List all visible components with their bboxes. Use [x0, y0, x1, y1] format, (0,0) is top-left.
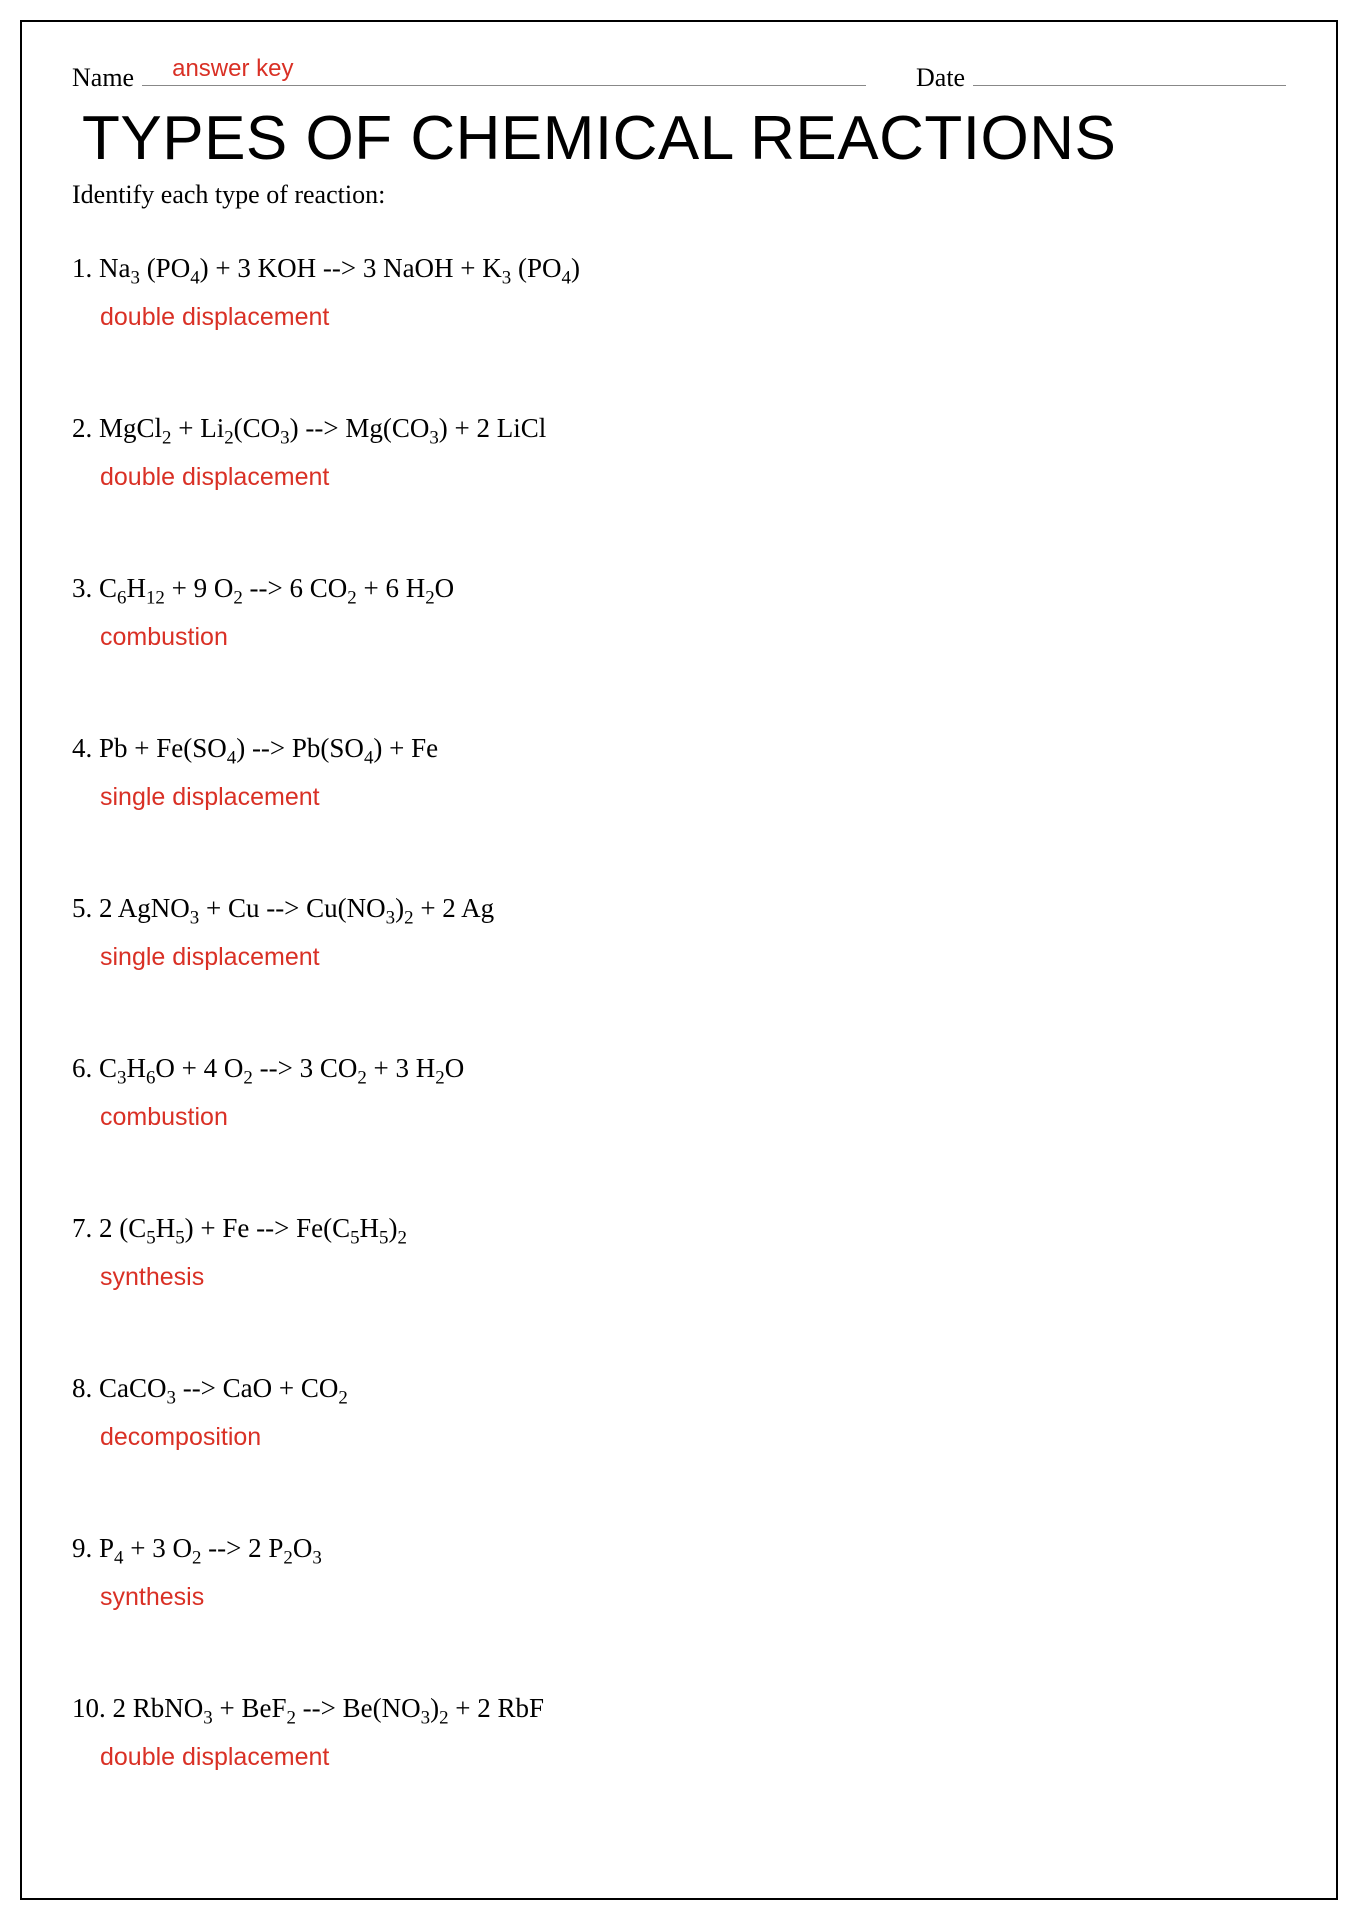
name-line: answer key [142, 60, 866, 86]
problem-item: 10. 2 RbNO3 + BeF2 --> Be(NO3)2 + 2 RbF d… [72, 1688, 1286, 1776]
problem-equation: 7. 2 (C5H5) + Fe --> Fe(C5H5)2 [72, 1208, 1286, 1249]
problem-answer: single displacement [100, 779, 1286, 817]
problem-answer: combustion [100, 1099, 1286, 1137]
problem-item: 1. Na3 (PO4) + 3 KOH --> 3 NaOH + K3 (PO… [72, 248, 1286, 336]
problem-answer: combustion [100, 619, 1286, 657]
problem-item: 5. 2 AgNO3 + Cu --> Cu(NO3)2 + 2 Ag singl… [72, 888, 1286, 976]
name-value: answer key [172, 55, 293, 83]
problem-equation: 4. Pb + Fe(SO4) --> Pb(SO4) + Fe [72, 728, 1286, 769]
problem-equation: 1. Na3 (PO4) + 3 KOH --> 3 NaOH + K3 (PO… [72, 248, 1286, 289]
header-row: Name answer key Date [72, 60, 1286, 93]
name-field: Name answer key [72, 60, 916, 93]
problem-answer: decomposition [100, 1419, 1286, 1457]
problem-equation: 5. 2 AgNO3 + Cu --> Cu(NO3)2 + 2 Ag [72, 888, 1286, 929]
problem-item: 4. Pb + Fe(SO4) --> Pb(SO4) + Fe single d… [72, 728, 1286, 816]
date-line [973, 60, 1286, 86]
problem-item: 7. 2 (C5H5) + Fe --> Fe(C5H5)2 synthesis [72, 1208, 1286, 1296]
problem-answer: synthesis [100, 1579, 1286, 1617]
name-label: Name [72, 63, 134, 93]
problem-answer: synthesis [100, 1259, 1286, 1297]
page-title: TYPES OF CHEMICAL REACTIONS [82, 103, 1286, 174]
problem-item: 6. C3H6O + 4 O2 --> 3 CO2 + 3 H2O combust… [72, 1048, 1286, 1136]
problem-item: 8. CaCO3 --> CaO + CO2 decomposition [72, 1368, 1286, 1456]
problem-answer: double displacement [100, 459, 1286, 497]
date-label: Date [916, 63, 965, 93]
problem-equation: 9. P4 + 3 O2 --> 2 P2O3 [72, 1528, 1286, 1569]
worksheet-page: Name answer key Date TYPES OF CHEMICAL R… [20, 20, 1338, 1900]
problem-equation: 6. C3H6O + 4 O2 --> 3 CO2 + 3 H2O [72, 1048, 1286, 1089]
problem-answer: single displacement [100, 939, 1286, 977]
problems-list: 1. Na3 (PO4) + 3 KOH --> 3 NaOH + K3 (PO… [72, 248, 1286, 1776]
problem-answer: double displacement [100, 1739, 1286, 1777]
problem-equation: 10. 2 RbNO3 + BeF2 --> Be(NO3)2 + 2 RbF [72, 1688, 1286, 1729]
problem-equation: 3. C6H12 + 9 O2 --> 6 CO2 + 6 H2O [72, 568, 1286, 609]
instruction-text: Identify each type of reaction: [72, 180, 1286, 210]
date-field: Date [916, 60, 1286, 93]
problem-item: 2. MgCl2 + Li2(CO3) --> Mg(CO3) + 2 LiCl… [72, 408, 1286, 496]
problem-equation: 8. CaCO3 --> CaO + CO2 [72, 1368, 1286, 1409]
problem-equation: 2. MgCl2 + Li2(CO3) --> Mg(CO3) + 2 LiCl [72, 408, 1286, 449]
problem-item: 3. C6H12 + 9 O2 --> 6 CO2 + 6 H2O combust… [72, 568, 1286, 656]
problem-item: 9. P4 + 3 O2 --> 2 P2O3 synthesis [72, 1528, 1286, 1616]
problem-answer: double displacement [100, 299, 1286, 337]
